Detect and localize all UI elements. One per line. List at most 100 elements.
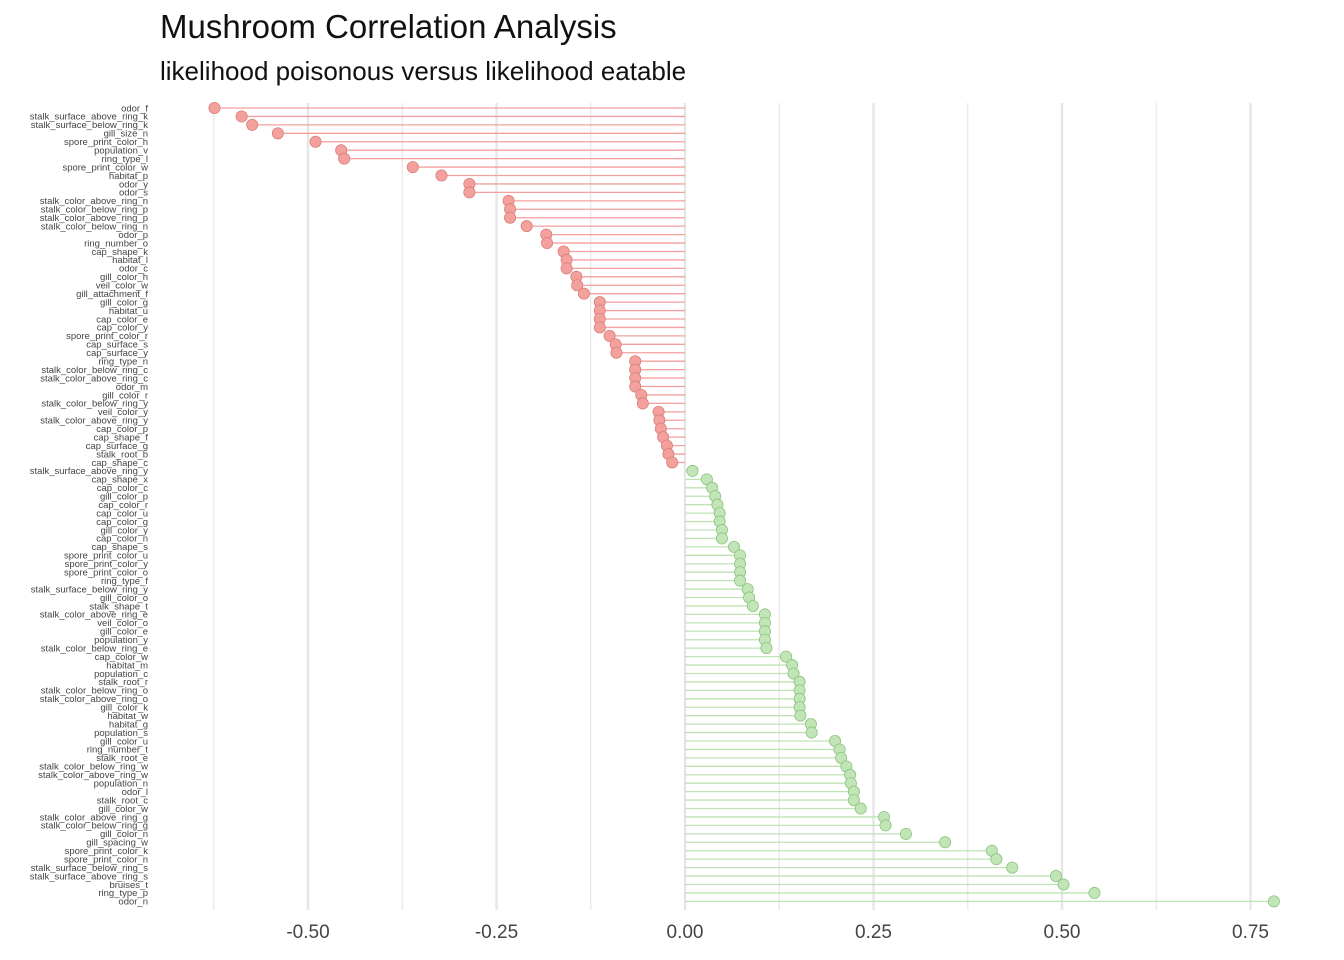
y-tick-label-stalk_color_above_ring_o: stalk_color_above_ring_o [40, 694, 148, 705]
point-gill_spacing_w [939, 836, 952, 849]
y-tick-label-stalk_root_c: stalk_root_c [97, 795, 148, 806]
point-stalk_root_c [847, 794, 860, 807]
grid-lines [213, 103, 1252, 910]
y-tick-label-cap_color_p: cap_color_p [96, 424, 148, 435]
y-tick-label-gill_size_n: gill_size_n [104, 129, 148, 140]
y-tick-label-population_s: population_s [94, 728, 148, 739]
y-tick-label-ring_number_t: ring_number_t [87, 745, 149, 756]
y-tick-label-spore_print_color_w: spore_print_color_w [62, 162, 148, 173]
y-tick-label-habitat_l: habitat_l [112, 255, 148, 266]
point-habitat_p [435, 169, 448, 182]
point-ring_type_p [1088, 886, 1101, 899]
y-tick-label-gill_color_r: gill_color_r [102, 390, 148, 401]
y-tick-label-stalk_root_r: stalk_root_r [98, 677, 148, 688]
y-tick-label-odor_c: odor_c [119, 264, 148, 275]
point-gill_color_w [854, 802, 867, 815]
y-tick-label-odor_n: odor_n [118, 897, 148, 908]
y-tick-label-stalk_color_below_ring_o: stalk_color_below_ring_o [41, 686, 148, 697]
point-odor_f [208, 102, 221, 115]
y-tick-label-population_c: population_c [94, 669, 148, 680]
point-population_c [787, 667, 800, 680]
y-tick-label-ring_type_n: ring_type_n [98, 357, 148, 368]
y-tick-label-stalk_color_above_ring_w: stalk_color_above_ring_w [38, 770, 148, 781]
y-tick-label-spore_print_color_h: spore_print_color_h [64, 137, 148, 148]
y-tick-label-stalk_color_below_ring_g: stalk_color_below_ring_g [41, 821, 148, 832]
point-gill_size_n [271, 127, 284, 140]
y-tick-label-habitat_g: habitat_g [109, 719, 148, 730]
y-tick-label-cap_color_y: cap_color_y [97, 323, 148, 334]
point-spore_print_color_r [603, 329, 616, 342]
y-tick-label-stalk_color_below_ring_w: stalk_color_below_ring_w [39, 762, 148, 773]
y-tick-label-ring_number_o: ring_number_o [84, 238, 148, 249]
point-spore_print_color_w [406, 161, 419, 174]
point-stalk_color_above_ring_p [504, 211, 517, 224]
y-tick-label-population_v: population_v [94, 146, 148, 157]
y-tick-label-odor_s: odor_s [119, 188, 148, 199]
y-tick-label-stalk_root_e: stalk_root_e [96, 753, 148, 764]
y-tick-label-stalk_color_above_ring_e: stalk_color_above_ring_e [40, 610, 148, 621]
point-ring_type_l [338, 152, 351, 165]
y-tick-label-stalk_surface_above_ring_k: stalk_surface_above_ring_k [30, 112, 149, 123]
y-tick-label-gill_color_w: gill_color_w [98, 804, 148, 815]
point-cap_shape_c [666, 456, 679, 469]
y-tick-label-cap_color_w: cap_color_w [95, 652, 148, 663]
y-tick-label-stalk_surface_below_ring_s: stalk_surface_below_ring_s [31, 863, 148, 874]
y-tick-label-veil_color_w: veil_color_w [96, 281, 148, 292]
y-tick-label-cap_shape_x: cap_shape_x [91, 475, 148, 486]
lollipop-stems [214, 107, 1274, 903]
point-cap_color_y [593, 321, 606, 334]
point-stalk_color_below_ring_g [879, 819, 892, 832]
y-tick-label-stalk_color_below_ring_e: stalk_color_below_ring_e [41, 643, 148, 654]
point-spore_print_color_n [990, 853, 1003, 866]
y-tick-label-stalk_surface_above_ring_s: stalk_surface_above_ring_s [30, 871, 149, 882]
y-tick-label-gill_attachment_f: gill_attachment_f [76, 289, 148, 300]
point-stalk_surface_above_ring_k [235, 110, 248, 123]
y-tick-label-ring_type_p: ring_type_p [98, 888, 148, 899]
y-tick-label-stalk_surface_above_ring_y: stalk_surface_above_ring_y [30, 466, 149, 477]
y-tick-label-stalk_color_above_ring_c: stalk_color_above_ring_c [40, 373, 148, 384]
point-cap_color_w [780, 650, 793, 663]
point-stalk_color_below_ring_n [520, 220, 533, 233]
y-tick-label-gill_color_h: gill_color_h [100, 272, 148, 283]
point-cap_surface_y [610, 346, 623, 359]
y-tick-label-stalk_color_below_ring_y: stalk_color_below_ring_y [41, 399, 148, 410]
y-tick-label-stalk_color_below_ring_n: stalk_color_below_ring_n [41, 221, 148, 232]
y-tick-label-cap_surface_g: cap_surface_g [86, 441, 148, 452]
y-tick-label-gill_color_e: gill_color_e [100, 627, 148, 638]
x-tick-label-2: 0.00 [667, 922, 704, 943]
y-tick-label-habitat_w: habitat_w [107, 711, 148, 722]
y-tick-label-veil_color_o: veil_color_o [97, 618, 148, 629]
y-tick-label-population_y: population_y [94, 635, 148, 646]
y-tick-label-spore_print_color_r: spore_print_color_r [66, 331, 148, 342]
point-odor_s [463, 186, 476, 199]
point-stalk_surface_above_ring_y [686, 464, 699, 477]
point-stalk_color_below_ring_y [636, 397, 649, 410]
x-tick-label-4: 0.50 [1044, 922, 1081, 943]
y-tick-label-cap_shape_s: cap_shape_s [91, 542, 148, 553]
point-habitat_w [794, 709, 807, 722]
x-tick-label-1: -0.25 [475, 922, 518, 943]
y-tick-label-cap_color_e: cap_color_e [96, 314, 148, 325]
y-tick-label-gill_color_o: gill_color_o [100, 593, 148, 604]
y-tick-label-ring_type_l: ring_type_l [102, 154, 148, 165]
y-tick-label-gill_spacing_w: gill_spacing_w [86, 838, 148, 849]
point-stalk_surface_below_ring_k [246, 118, 259, 131]
y-tick-label-veil_color_y: veil_color_y [98, 407, 148, 418]
y-tick-label-gill_color_u: gill_color_u [100, 736, 148, 747]
y-tick-label-odor_m: odor_m [116, 382, 148, 393]
point-stalk_shape_t [746, 599, 759, 612]
y-tick-label-spore_print_color_o: spore_print_color_o [64, 568, 148, 579]
y-tick-label-cap_surface_y: cap_surface_y [86, 348, 148, 359]
point-odor_m [629, 380, 642, 393]
y-tick-label-cap_color_u: cap_color_u [96, 508, 148, 519]
y-tick-label-odor_y: odor_y [119, 179, 148, 190]
y-tick-label-bruises_t: bruises_t [109, 880, 148, 891]
y-tick-label-habitat_p: habitat_p [109, 171, 148, 182]
y-tick-label-odor_f: odor_f [121, 103, 148, 114]
point-ring_number_o [541, 237, 554, 250]
point-stalk_surface_above_ring_s [1049, 870, 1062, 883]
point-bruises_t [1057, 878, 1070, 891]
lollipop-points [208, 102, 1280, 908]
